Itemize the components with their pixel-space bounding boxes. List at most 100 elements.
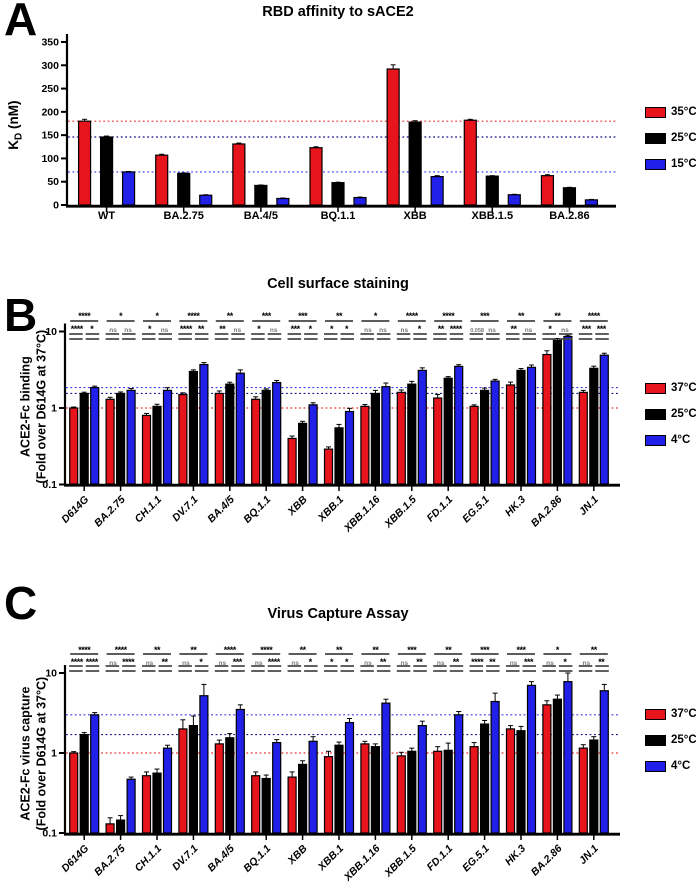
legend-label-15c: 15°C (671, 158, 696, 170)
svg-text:****: **** (71, 657, 84, 667)
svg-text:XBB.1: XBB.1 (315, 494, 346, 525)
svg-text:**: ** (591, 645, 598, 655)
svg-text:ns: ns (401, 327, 409, 334)
svg-text:ns: ns (546, 660, 554, 667)
panel-a-legend: 35°C 25°C 15°C (645, 106, 696, 184)
svg-text:ns: ns (379, 327, 387, 334)
svg-text:ns: ns (437, 660, 445, 667)
svg-text:***: *** (262, 311, 272, 321)
svg-text:200: 200 (41, 106, 59, 118)
svg-text:BA.2.75: BA.2.75 (92, 843, 128, 879)
svg-text:0: 0 (53, 200, 59, 212)
svg-text:BA.2.86: BA.2.86 (529, 494, 565, 530)
svg-text:ns: ns (561, 327, 569, 334)
svg-text:ns: ns (109, 660, 117, 667)
legend-swatch-25c (645, 734, 666, 746)
svg-text:ns: ns (146, 660, 154, 667)
legend-swatch-4c (645, 760, 666, 772)
svg-text:**: ** (554, 311, 561, 321)
svg-text:ns: ns (510, 660, 518, 667)
svg-text:0.058: 0.058 (470, 328, 484, 334)
svg-text:ns: ns (364, 327, 372, 334)
legend-item-35c: 35°C (645, 106, 696, 118)
panel-c-title: Virus Capture Assay (267, 606, 409, 622)
svg-text:****: **** (78, 311, 91, 321)
svg-text:***: *** (597, 324, 607, 334)
svg-text:***: *** (233, 657, 243, 667)
svg-text:**: ** (300, 645, 307, 655)
svg-text:**: ** (372, 645, 379, 655)
svg-text:***: *** (582, 324, 592, 334)
svg-text:HK.3: HK.3 (503, 494, 529, 520)
svg-text:****: **** (471, 657, 484, 667)
svg-text:***: *** (407, 645, 417, 655)
legend-label-4c: 4°C (671, 760, 691, 772)
svg-text:EG.5.1: EG.5.1 (460, 843, 492, 875)
legend-swatch-35c (645, 106, 666, 118)
svg-text:BA.4/5: BA.4/5 (244, 210, 278, 222)
svg-text:ns: ns (291, 660, 299, 667)
svg-text:BA.4/5: BA.4/5 (205, 843, 237, 875)
svg-text:*: * (374, 311, 378, 321)
svg-text:HK.3: HK.3 (503, 843, 529, 869)
svg-text:**: ** (227, 311, 234, 321)
svg-text:XBB: XBB (285, 842, 310, 867)
svg-text:CH.1.1: CH.1.1 (133, 843, 165, 875)
svg-text:150: 150 (41, 130, 59, 142)
svg-text:ns: ns (401, 660, 409, 667)
svg-text:BQ.1.1: BQ.1.1 (241, 843, 273, 875)
svg-text:*: * (119, 311, 123, 321)
svg-text:****: **** (187, 311, 200, 321)
svg-text:****: **** (122, 657, 135, 667)
svg-text:BA.4/5: BA.4/5 (205, 494, 237, 526)
svg-text:ns: ns (364, 660, 372, 667)
legend-label-37c: 37°C (671, 708, 696, 720)
legend-label-25c: 25°C (671, 408, 696, 420)
svg-text:ns: ns (219, 660, 227, 667)
svg-text:****: **** (115, 645, 128, 655)
svg-text:XBB: XBB (285, 493, 310, 518)
svg-text:*: * (90, 324, 94, 334)
svg-text:D614G: D614G (59, 843, 91, 875)
svg-text:***: *** (516, 645, 526, 655)
svg-text:DV.7.1: DV.7.1 (170, 494, 201, 525)
svg-text:DV.7.1: DV.7.1 (170, 843, 201, 874)
svg-text:*: * (418, 324, 422, 334)
panel-c-letter: C (4, 577, 38, 629)
svg-text:*: * (309, 657, 313, 667)
svg-text:JN.1: JN.1 (577, 843, 601, 867)
legend-swatch-15c (645, 158, 666, 170)
legend-swatch-37c (645, 382, 666, 394)
svg-text:****: **** (78, 645, 91, 655)
svg-text:****: **** (224, 645, 237, 655)
svg-text:BA.2.75: BA.2.75 (92, 494, 128, 530)
svg-text:ns: ns (124, 327, 132, 334)
svg-text:*: * (199, 657, 203, 667)
legend-label-25c: 25°C (671, 734, 696, 746)
svg-text:***: *** (480, 645, 490, 655)
legend-item-25c: 25°C (645, 734, 696, 746)
svg-text:XBB.1.16: XBB.1.16 (341, 843, 382, 884)
legend-item-15c: 15°C (645, 158, 696, 170)
svg-text:****: **** (71, 324, 84, 334)
svg-text:JN.1: JN.1 (577, 494, 601, 518)
svg-text:*: * (155, 311, 159, 321)
panel-a-chart: 0 50 100 150 200 250 300 350 WT BA.2.75 BA.4/5 BQ.1… (41, 34, 616, 222)
panel-a-letter: A (4, 0, 38, 45)
svg-text:**: ** (336, 645, 343, 655)
svg-text:WT: WT (98, 210, 115, 222)
svg-text:0.1: 0.1 (42, 828, 57, 840)
legend-label-35c: 35°C (671, 106, 696, 118)
svg-text:ns: ns (270, 327, 278, 334)
legend-swatch-25c (645, 408, 666, 420)
svg-text:*: * (548, 324, 552, 334)
legend-item-25c: 25°C (645, 408, 696, 420)
svg-text:*: * (345, 324, 349, 334)
svg-text:**: ** (598, 657, 605, 667)
svg-text:**: ** (518, 311, 525, 321)
svg-text:**: ** (219, 324, 226, 334)
svg-text:ns: ns (182, 660, 190, 667)
svg-text:CH.1.1: CH.1.1 (133, 494, 165, 526)
svg-text:100: 100 (41, 153, 59, 165)
